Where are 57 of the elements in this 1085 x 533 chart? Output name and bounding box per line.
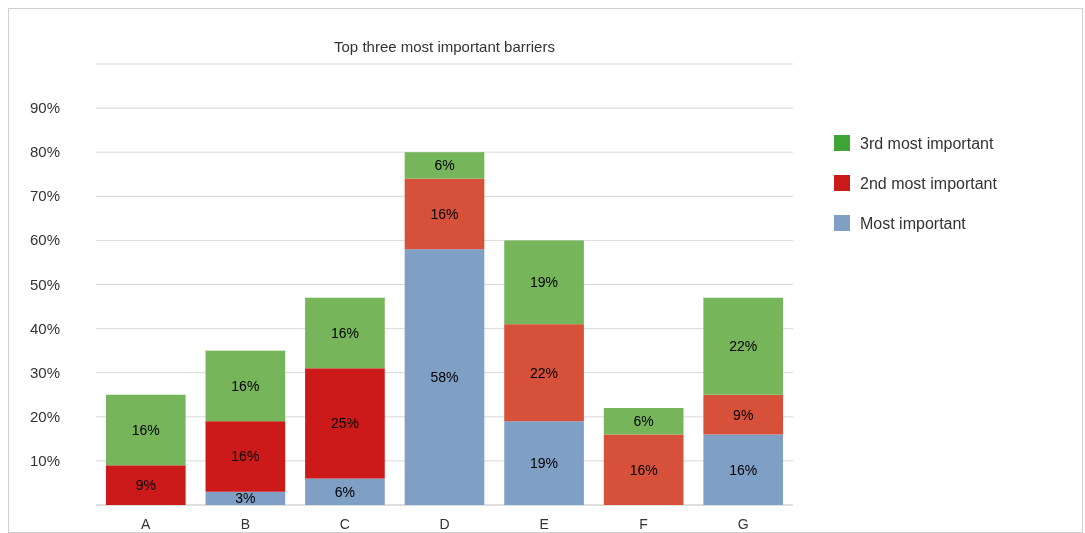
y-tick-label: 90% bbox=[29, 99, 60, 117]
data-label: 22% bbox=[530, 364, 559, 381]
data-label: 19% bbox=[530, 455, 559, 472]
y-tick-label: 30% bbox=[29, 363, 60, 381]
data-label: 16% bbox=[330, 325, 359, 342]
y-tick-label: 50% bbox=[29, 275, 60, 293]
legend-label: 2nd most important bbox=[860, 175, 998, 192]
bar bbox=[404, 178, 485, 250]
data-label: 58% bbox=[430, 369, 459, 386]
bar bbox=[504, 240, 584, 325]
bar bbox=[504, 421, 584, 505]
y-tick-label: 20% bbox=[29, 407, 60, 425]
data-label: 16% bbox=[729, 461, 758, 478]
chart-title: Top three most important barriers bbox=[334, 38, 555, 55]
bar bbox=[105, 465, 186, 505]
bar bbox=[703, 297, 784, 395]
text: 3rd most important bbox=[860, 135, 994, 152]
data-label: 6% bbox=[334, 483, 356, 500]
legend-label: Most important bbox=[860, 215, 967, 232]
x-tick-label: D bbox=[439, 516, 450, 532]
data-label: 16% bbox=[629, 461, 658, 478]
y-tick-label: 10% bbox=[29, 451, 60, 469]
x-tick-label: G bbox=[737, 516, 749, 532]
data-label: 19% bbox=[530, 274, 559, 291]
data-label: 9% bbox=[135, 477, 156, 494]
data-label: 25% bbox=[330, 415, 359, 432]
x-tick-label: B bbox=[240, 516, 251, 532]
data-label: 16% bbox=[131, 422, 160, 439]
bar bbox=[703, 434, 784, 505]
bar bbox=[404, 249, 485, 505]
bar bbox=[504, 324, 584, 422]
data-label: 16% bbox=[430, 205, 459, 222]
bar bbox=[205, 421, 286, 492]
y-tick-label: 80% bbox=[29, 143, 60, 161]
x-tick-label: A bbox=[141, 516, 152, 532]
data-label: 22% bbox=[729, 338, 758, 355]
bar bbox=[305, 297, 385, 369]
x-tick-label: E bbox=[539, 516, 549, 532]
x-tick-label: C bbox=[339, 516, 350, 532]
bar bbox=[703, 394, 784, 435]
bar bbox=[603, 434, 684, 505]
bar bbox=[404, 152, 485, 179]
y-tick-label: 60% bbox=[29, 231, 60, 249]
bar bbox=[603, 407, 684, 435]
bar bbox=[305, 368, 385, 479]
x-tick-label: F bbox=[639, 516, 648, 532]
data-label: 16% bbox=[231, 448, 260, 465]
y-tick-label: 40% bbox=[29, 319, 60, 337]
data-label: 6% bbox=[633, 413, 654, 430]
bar bbox=[205, 350, 286, 422]
data-label: 6% bbox=[434, 157, 455, 174]
y-tick-label: 70% bbox=[29, 187, 60, 205]
data-label: 9% bbox=[733, 406, 754, 423]
data-label: 16% bbox=[231, 377, 260, 394]
data-label: 3% bbox=[235, 490, 256, 507]
bar bbox=[105, 394, 186, 466]
bar bbox=[305, 478, 385, 505]
